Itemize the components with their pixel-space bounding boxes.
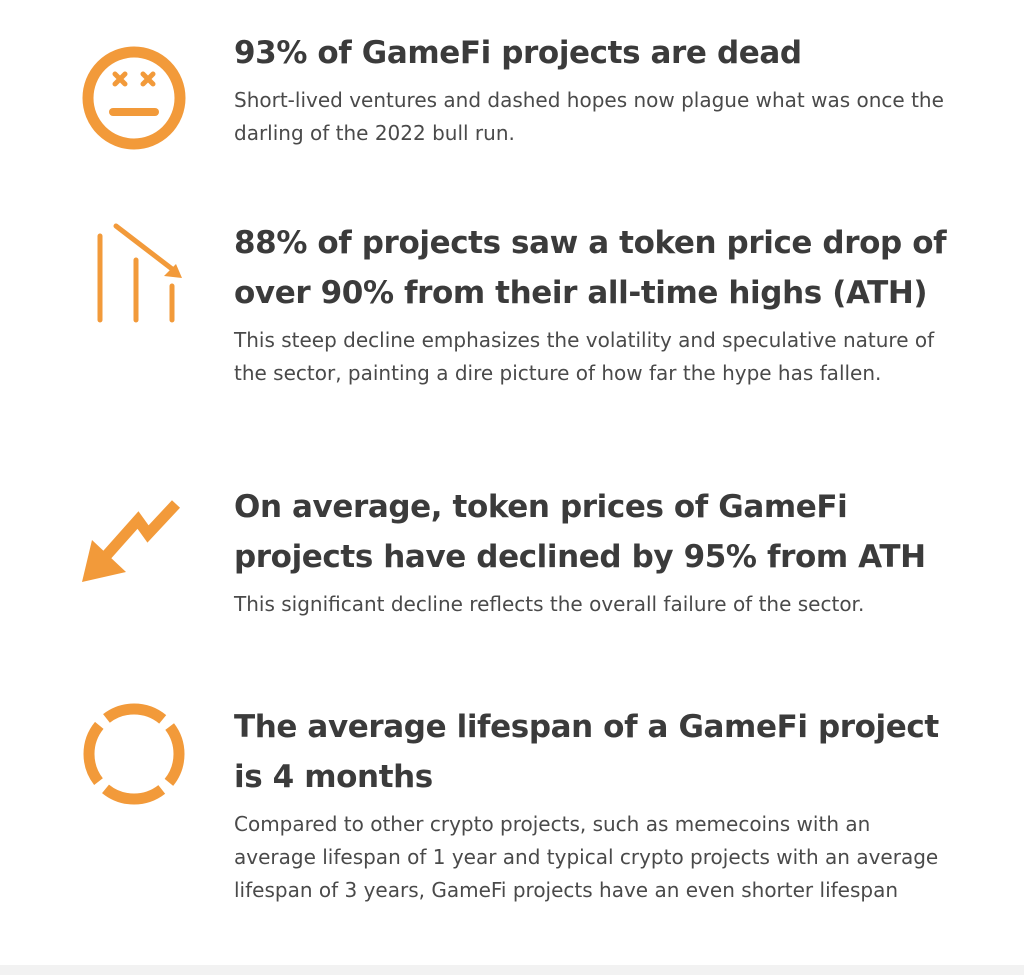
stat-heading: On average, token prices of GameFi proje… <box>234 489 926 575</box>
stat-description: This significant decline reflects the ov… <box>234 592 865 616</box>
stat-description: Compared to other crypto projects, such … <box>234 812 939 902</box>
stat-text: 93% of GameFi projects are dead Short-li… <box>234 28 954 150</box>
lifespan-ring-icon <box>78 698 190 810</box>
zigzag-down-arrow-icon <box>76 490 188 602</box>
stat-text: 88% of projects saw a token price drop o… <box>234 218 954 390</box>
stat-text: The average lifespan of a GameFi project… <box>234 702 954 907</box>
bottom-divider <box>0 965 1024 975</box>
stat-heading: 93% of GameFi projects are dead <box>234 35 802 71</box>
dead-face-icon <box>78 42 190 154</box>
declining-bars-icon <box>78 220 190 332</box>
stat-heading: 88% of projects saw a token price drop o… <box>234 225 947 311</box>
stat-heading: The average lifespan of a GameFi project… <box>234 709 939 795</box>
stat-description: Short-lived ventures and dashed hopes no… <box>234 88 944 145</box>
stat-description: This steep decline emphasizes the volati… <box>234 328 935 385</box>
stat-text: On average, token prices of GameFi proje… <box>234 482 954 621</box>
